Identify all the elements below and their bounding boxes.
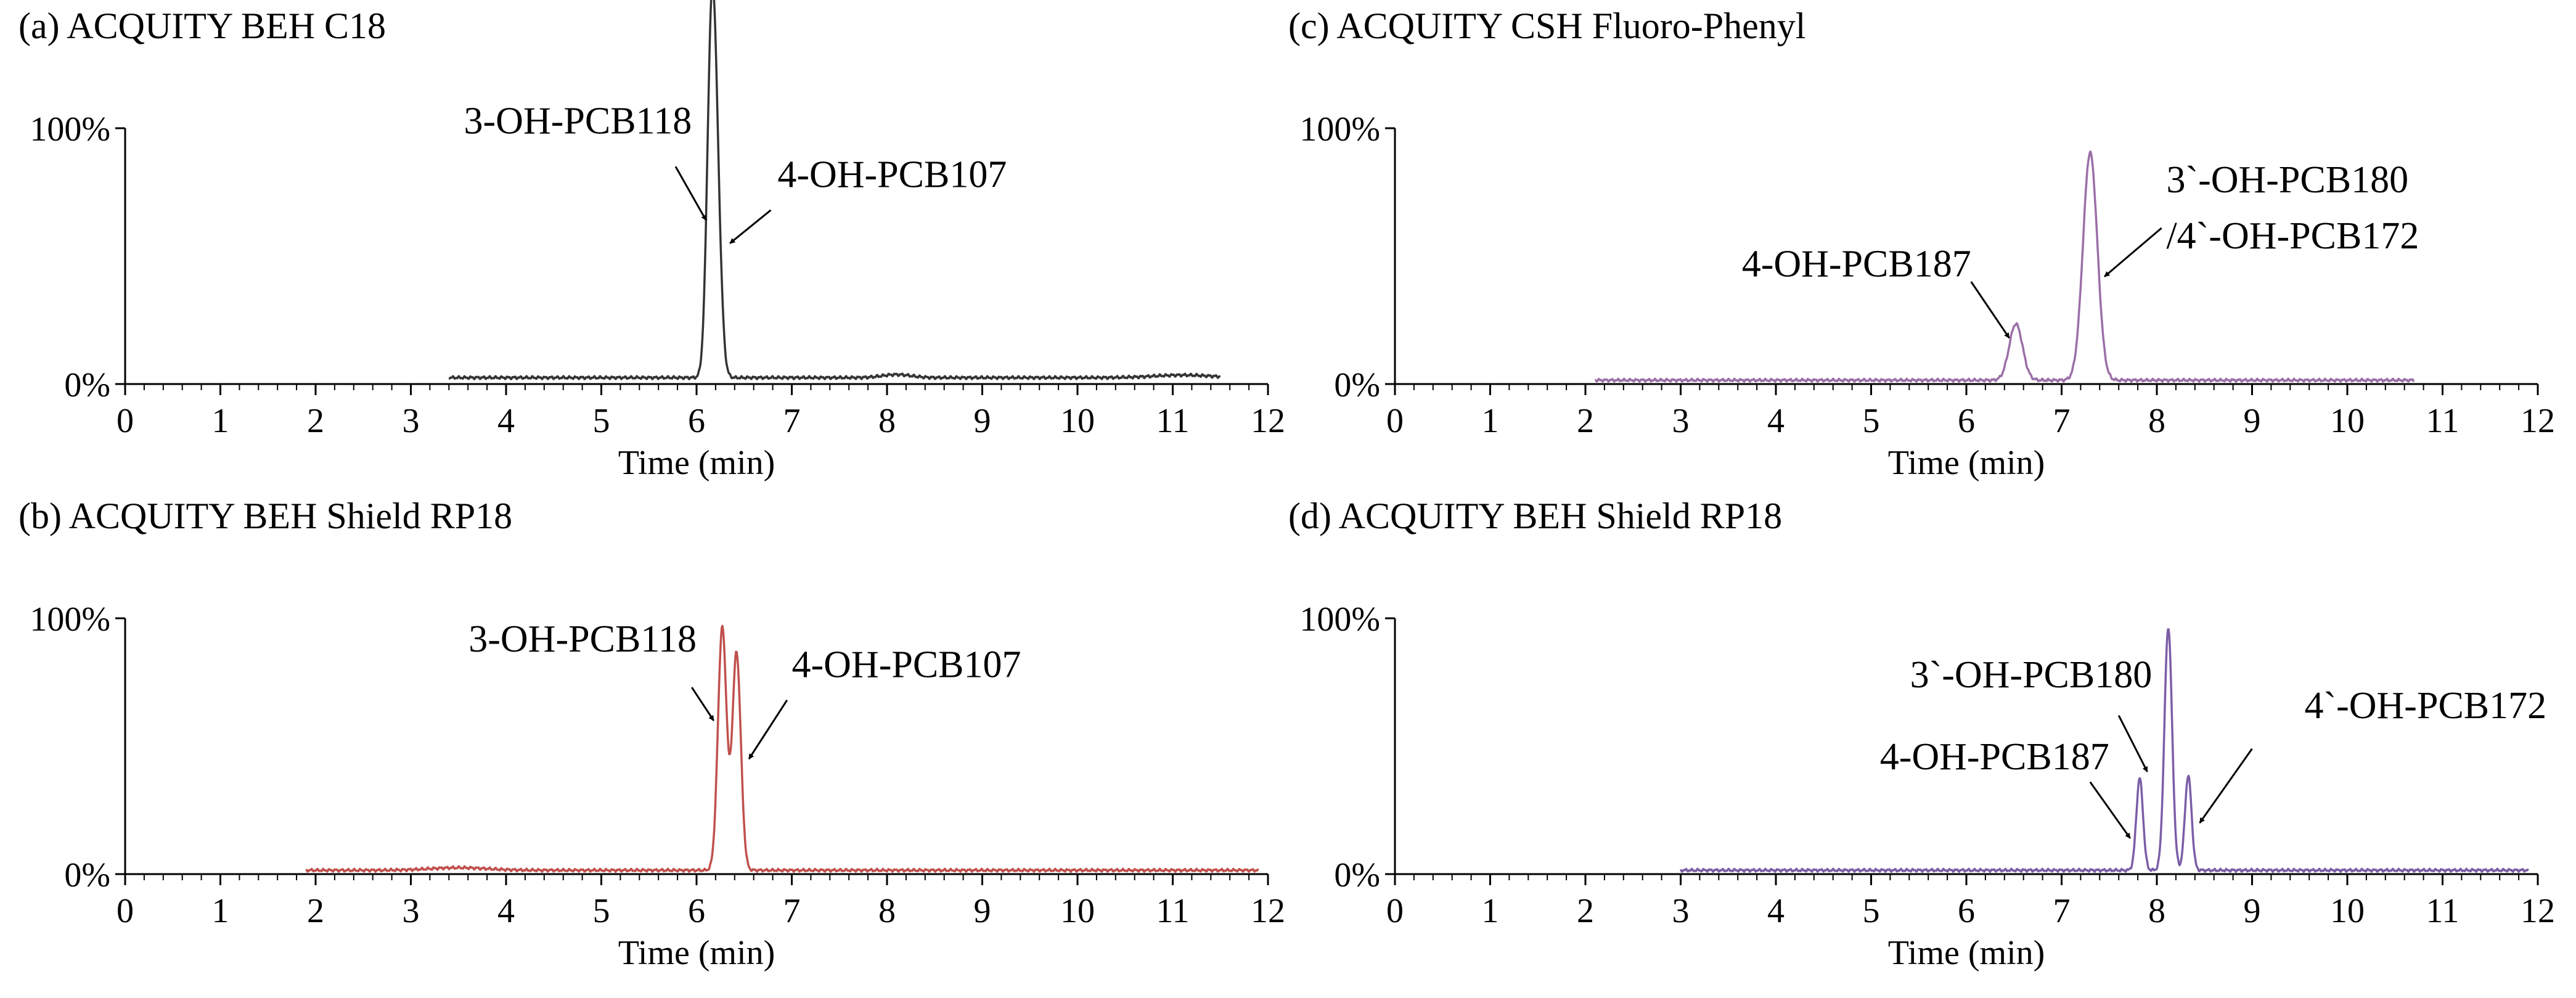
y-tick-label: 0% bbox=[1334, 366, 1380, 404]
annotation-arrow bbox=[2089, 781, 2131, 839]
x-tick-label: 11 bbox=[1156, 402, 1190, 440]
x-tick-label: 5 bbox=[1863, 402, 1880, 440]
panel-title: (d) ACQUITY BEH Shield RP18 bbox=[1288, 496, 1782, 536]
x-tick-label: 1 bbox=[1482, 892, 1499, 930]
peak-annotation-label: 3`-OH-PCB180 bbox=[1910, 654, 2153, 696]
y-tick-label: 0% bbox=[1334, 856, 1380, 894]
x-tick-label: 5 bbox=[1863, 892, 1880, 930]
x-tick-label: 3 bbox=[403, 402, 420, 440]
x-tick-label: 2 bbox=[307, 402, 324, 440]
peak-annotation-label: 3`-OH-PCB180 bbox=[2166, 159, 2408, 201]
x-tick-label: 2 bbox=[307, 892, 324, 930]
annotation-arrow bbox=[2104, 227, 2162, 277]
x-tick-label: 2 bbox=[1577, 892, 1594, 930]
x-tick-label: 8 bbox=[878, 402, 896, 440]
annotation-arrow bbox=[2117, 715, 2148, 772]
x-tick-label: 10 bbox=[2330, 402, 2365, 440]
annotation-arrow bbox=[729, 209, 772, 244]
x-tick-label: 1 bbox=[1482, 402, 1499, 440]
x-tick-label: 3 bbox=[1672, 402, 1690, 440]
x-tick-label: 0 bbox=[1386, 892, 1404, 930]
annotation-arrow bbox=[674, 166, 707, 221]
x-tick-label: 1 bbox=[212, 892, 229, 930]
x-tick-label: 4 bbox=[497, 402, 515, 440]
x-tick-label: 9 bbox=[2244, 402, 2261, 440]
peak-annotation-label: 3-OH-PCB118 bbox=[464, 100, 692, 142]
peak-annotation-label: 3-OH-PCB118 bbox=[468, 618, 697, 660]
panel-title: (a) ACQUITY BEH C18 bbox=[18, 6, 386, 46]
panel-title: (c) ACQUITY CSH Fluoro-Phenyl bbox=[1288, 6, 1805, 46]
peak-annotation-label: 4-OH-PCB187 bbox=[1880, 736, 2109, 778]
x-tick-label: 6 bbox=[1958, 892, 1975, 930]
x-tick-label: 12 bbox=[2521, 402, 2555, 440]
x-tick-label: 12 bbox=[1251, 402, 1285, 440]
peak-annotation-label: 4-OH-PCB107 bbox=[792, 644, 1021, 685]
x-tick-label: 9 bbox=[974, 402, 991, 440]
y-tick-label: 0% bbox=[64, 366, 110, 404]
panel-title: (b) ACQUITY BEH Shield RP18 bbox=[18, 496, 512, 536]
x-tick-label: 0 bbox=[117, 892, 134, 930]
x-tick-label: 7 bbox=[783, 892, 801, 930]
x-tick-label: 8 bbox=[2148, 892, 2165, 930]
x-tick-label: 12 bbox=[1251, 892, 1285, 930]
y-tick-label: 0% bbox=[64, 856, 110, 894]
x-tick-label: 8 bbox=[2148, 402, 2165, 440]
chromatogram-trace bbox=[1594, 150, 2415, 383]
chromatogram-trace bbox=[305, 624, 1259, 873]
peak-annotation-label: 4`-OH-PCB172 bbox=[2304, 685, 2546, 727]
x-tick-label: 3 bbox=[1672, 892, 1690, 930]
x-tick-label: 9 bbox=[2244, 892, 2261, 930]
annotation-arrow bbox=[2199, 748, 2253, 824]
x-tick-label: 2 bbox=[1577, 402, 1594, 440]
x-axis-label: Time (min) bbox=[1888, 444, 2045, 482]
x-tick-label: 0 bbox=[117, 402, 134, 440]
chromatogram-trace bbox=[448, 0, 1221, 380]
x-axis-label: Time (min) bbox=[618, 934, 775, 972]
x-tick-label: 4 bbox=[1767, 402, 1785, 440]
x-tick-label: 5 bbox=[593, 402, 610, 440]
x-tick-label: 7 bbox=[783, 402, 801, 440]
x-tick-label: 11 bbox=[1156, 892, 1190, 930]
x-axis-label: Time (min) bbox=[618, 444, 775, 482]
y-tick-label: 100% bbox=[1299, 600, 1380, 639]
x-tick-label: 4 bbox=[1767, 892, 1785, 930]
annotation-arrow bbox=[1970, 281, 2010, 339]
chromatogram-trace bbox=[1679, 628, 2529, 873]
x-tick-label: 7 bbox=[2053, 892, 2071, 930]
x-tick-label: 4 bbox=[497, 892, 515, 930]
x-tick-label: 11 bbox=[2426, 402, 2459, 440]
x-axis-label: Time (min) bbox=[1888, 934, 2045, 972]
x-tick-label: 1 bbox=[212, 402, 229, 440]
x-tick-label: 12 bbox=[2521, 892, 2555, 930]
y-tick-label: 100% bbox=[30, 110, 110, 149]
x-tick-label: 6 bbox=[1958, 402, 1975, 440]
peak-annotation-label: 4-OH-PCB107 bbox=[777, 153, 1007, 195]
peak-annotation-label: 4-OH-PCB187 bbox=[1742, 243, 1971, 285]
x-tick-label: 9 bbox=[974, 892, 991, 930]
x-tick-label: 6 bbox=[688, 892, 705, 930]
y-tick-label: 100% bbox=[30, 600, 110, 639]
peak-annotation-label: /4`-OH-PCB172 bbox=[2166, 215, 2419, 257]
x-tick-label: 10 bbox=[1060, 892, 1095, 930]
x-tick-label: 8 bbox=[878, 892, 896, 930]
x-tick-label: 11 bbox=[2426, 892, 2459, 930]
x-tick-label: 0 bbox=[1386, 402, 1404, 440]
x-tick-label: 5 bbox=[593, 892, 610, 930]
annotation-arrow bbox=[691, 687, 715, 721]
x-tick-label: 10 bbox=[1060, 402, 1095, 440]
x-tick-label: 3 bbox=[403, 892, 420, 930]
x-tick-label: 6 bbox=[688, 402, 705, 440]
x-tick-label: 10 bbox=[2330, 892, 2365, 930]
y-tick-label: 100% bbox=[1299, 110, 1380, 149]
annotation-arrow bbox=[748, 699, 788, 760]
x-tick-label: 7 bbox=[2053, 402, 2071, 440]
